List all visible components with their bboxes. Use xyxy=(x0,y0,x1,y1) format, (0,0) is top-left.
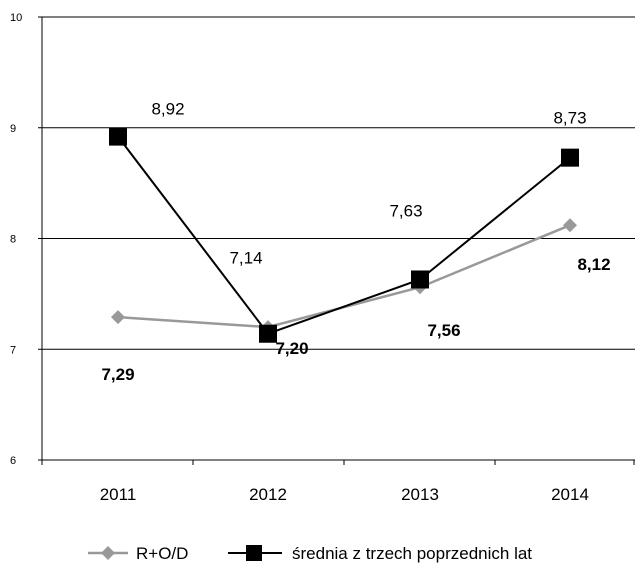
data-label: 7,29 xyxy=(101,365,134,384)
legend-marker-square xyxy=(246,545,262,561)
x-tick-label: 2011 xyxy=(100,485,137,504)
grid-lines xyxy=(42,16,635,350)
data-label: 7,20 xyxy=(275,339,308,358)
series-srednia xyxy=(109,127,579,343)
x-tick-label: 2014 xyxy=(551,485,589,504)
data-point-diamond xyxy=(563,218,577,233)
data-label: 8,12 xyxy=(577,255,610,274)
data-point-square xyxy=(259,324,277,343)
y-tick-label: 7 xyxy=(10,344,16,356)
series-r-o-d xyxy=(111,218,577,335)
data-label: 7,63 xyxy=(389,201,422,220)
data-label: 7,14 xyxy=(229,249,262,268)
data-labels: 7,29 7,20 7,56 8,12 8,92 7,14 7,63 8,73 xyxy=(101,100,610,385)
legend-item-r-o-d: R+O/D xyxy=(88,544,188,563)
x-tick-label: 2012 xyxy=(249,485,287,504)
legend-label: R+O/D xyxy=(136,544,188,563)
series-line xyxy=(117,136,571,335)
series-line xyxy=(117,224,571,329)
data-point-diamond xyxy=(111,310,125,325)
y-tick-label: 8 xyxy=(10,234,16,246)
data-label: 7,56 xyxy=(427,321,460,340)
axes xyxy=(38,16,635,465)
legend-label: średnia z trzech poprzednich lat xyxy=(292,544,532,563)
y-tick-label: 9 xyxy=(10,123,16,135)
y-tick-label: 10 xyxy=(10,12,22,24)
y-tick-labels: 6 7 8 9 10 xyxy=(10,12,22,467)
data-point-square xyxy=(411,270,429,289)
legend-marker-diamond xyxy=(101,546,115,560)
y-tick-label: 6 xyxy=(10,455,16,467)
x-tick-label: 2013 xyxy=(401,485,439,504)
data-label: 8,92 xyxy=(151,100,184,119)
data-label: 8,73 xyxy=(553,109,586,128)
data-point-square xyxy=(109,127,127,146)
data-point-square xyxy=(561,148,579,167)
legend-item-srednia: średnia z trzech poprzednich lat xyxy=(228,544,532,563)
legend: R+O/D średnia z trzech poprzednich lat xyxy=(88,544,532,563)
x-tick-labels: 2011 2012 2013 2014 xyxy=(100,485,589,504)
series-layer xyxy=(109,127,579,343)
